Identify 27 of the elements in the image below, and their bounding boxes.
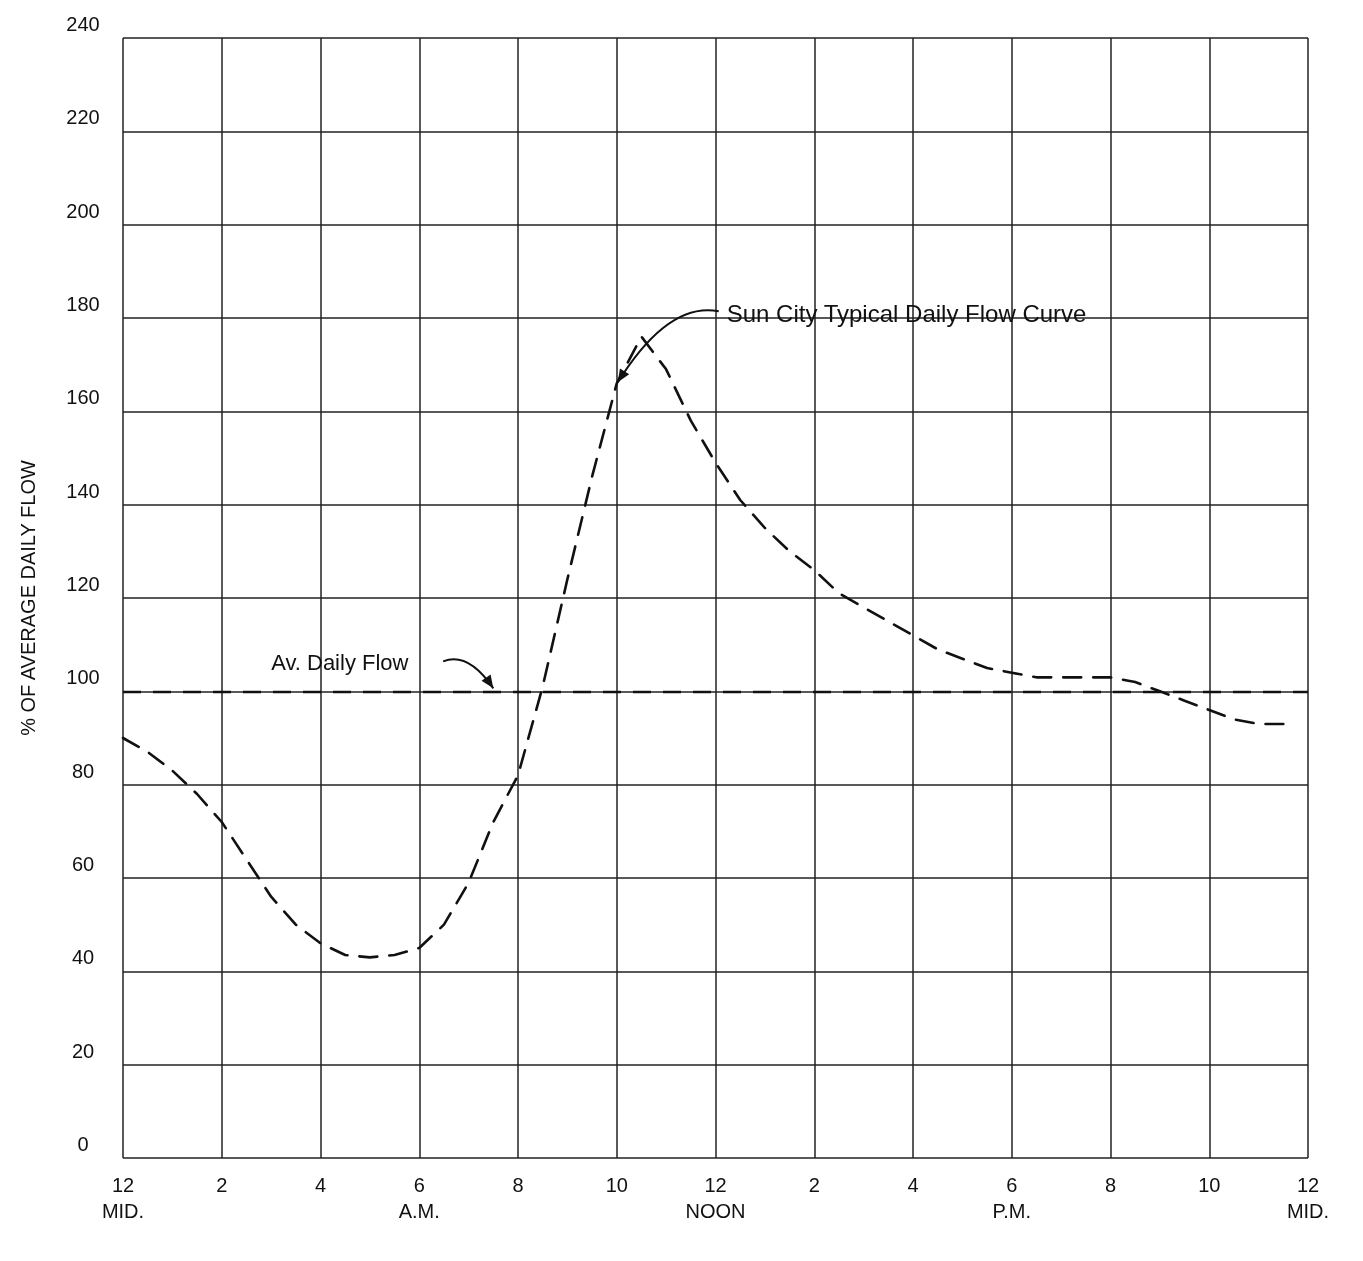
x-tick-label: 2 bbox=[216, 1174, 228, 1196]
y-tick-label: 80 bbox=[71, 759, 95, 782]
x-tick-label: 10 bbox=[1198, 1174, 1221, 1196]
x-tick-label: 8 bbox=[512, 1174, 524, 1196]
y-tick-label: 120 bbox=[66, 573, 100, 595]
x-tick-label: 10 bbox=[605, 1174, 628, 1196]
y-tick-label: 20 bbox=[71, 1039, 95, 1062]
y-tick-label: 240 bbox=[66, 13, 100, 35]
x-tick-label: 12 MID. bbox=[1286, 1174, 1330, 1222]
x-tick-label: 6 P.M. bbox=[992, 1174, 1032, 1222]
x-tick-label: 12 MID. bbox=[101, 1174, 145, 1222]
x-tick-label: 12 NOON bbox=[685, 1174, 746, 1222]
y-tick-label: 180 bbox=[66, 293, 100, 315]
y-tick-label: 160 bbox=[66, 386, 100, 409]
x-tick-label: 8 bbox=[1104, 1174, 1117, 1196]
y-tick-label: 140 bbox=[66, 479, 100, 502]
y-tick-label: 220 bbox=[66, 106, 100, 129]
y-tick-label: 60 bbox=[71, 853, 95, 875]
y-tick-label: 0 bbox=[77, 1133, 89, 1155]
x-tick-label: 4 bbox=[907, 1174, 919, 1196]
y-tick-label: 100 bbox=[66, 666, 100, 689]
x-tick-label: 2 bbox=[808, 1174, 820, 1196]
y-axis-title: % OF AVERAGE DAILY FLOW bbox=[17, 460, 39, 736]
x-tick-label: 4 bbox=[314, 1174, 327, 1196]
x-tick-label: 6 A.M. bbox=[398, 1174, 440, 1222]
y-tick-label: 200 bbox=[66, 199, 100, 222]
y-tick-label: 40 bbox=[71, 946, 95, 969]
